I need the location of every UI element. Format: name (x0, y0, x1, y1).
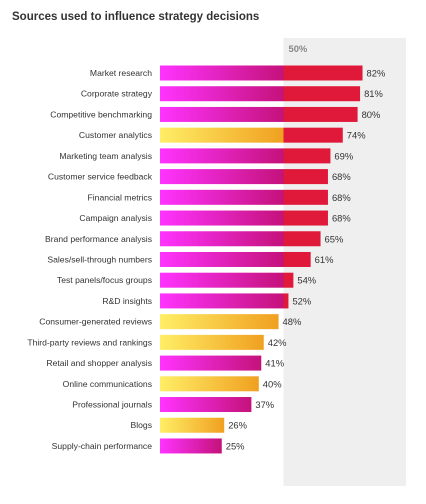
value-label: 65% (325, 233, 344, 244)
bar (160, 86, 284, 102)
bar-segment-above-reference (283, 65, 363, 81)
bars-group: Market research 82% Corporate strategy 81% C… (27, 65, 386, 454)
category-label: Customer service feedback (48, 172, 153, 182)
bar (160, 169, 284, 185)
category-label: Third-party reviews and rankings (27, 337, 152, 347)
value-label: 25% (226, 440, 245, 451)
bar-segment-above-reference (283, 127, 343, 143)
category-label: Brand performance analysis (45, 234, 152, 244)
category-label: Supply-chain performance (52, 441, 153, 451)
category-label: Competitive benchmarking (50, 109, 152, 119)
category-label: Test panels/focus groups (57, 275, 152, 285)
category-label: Financial metrics (88, 192, 152, 202)
bar (160, 189, 284, 205)
value-label: 80% (362, 109, 381, 120)
value-label: 82% (367, 68, 386, 79)
value-label: 81% (364, 88, 383, 99)
value-label: 37% (255, 399, 274, 410)
bar (160, 272, 284, 288)
reference-label: 50% (289, 43, 308, 54)
category-label: Corporate strategy (81, 89, 153, 99)
bar (160, 106, 284, 122)
category-label: Marketing team analysis (59, 151, 152, 161)
bar-segment-above-reference (283, 169, 328, 185)
bar (160, 127, 284, 143)
bar (160, 314, 279, 330)
bar (160, 376, 259, 392)
value-label: 74% (347, 130, 366, 141)
bar (160, 293, 284, 309)
chart-title: Sources used to influence strategy decis… (12, 11, 259, 23)
category-label: Sales/sell-through numbers (47, 254, 152, 264)
bar (160, 438, 222, 454)
value-label: 61% (315, 254, 334, 265)
bar-segment-above-reference (283, 148, 331, 164)
category-label: Professional journals (72, 400, 152, 410)
bar-segment-above-reference (283, 293, 289, 309)
bar-segment-above-reference (283, 231, 321, 247)
category-label: Campaign analysis (79, 213, 152, 223)
value-label: 41% (265, 358, 284, 369)
bar (160, 65, 284, 81)
bar-segment-above-reference (283, 106, 358, 122)
bar-segment-above-reference (283, 189, 328, 205)
bar (160, 334, 264, 350)
value-label: 54% (297, 275, 316, 286)
bar (160, 210, 284, 226)
bar (160, 148, 284, 164)
bar (160, 397, 252, 413)
value-label: 48% (283, 316, 302, 327)
bar-segment-above-reference (283, 272, 294, 288)
bar (160, 355, 262, 371)
value-label: 68% (332, 192, 351, 203)
category-label: Consumer-generated reviews (39, 317, 152, 327)
value-label: 26% (228, 420, 247, 431)
bar (160, 231, 284, 247)
category-label: Online communications (63, 379, 152, 389)
value-label: 40% (263, 378, 282, 389)
bar-segment-above-reference (283, 251, 311, 267)
value-label: 68% (332, 213, 351, 224)
category-label: R&D insights (102, 296, 152, 306)
value-label: 52% (292, 295, 311, 306)
value-label: 42% (268, 337, 287, 348)
bar (160, 417, 225, 433)
category-label: Blogs (131, 420, 153, 430)
bar (160, 251, 284, 267)
category-label: Retail and shopper analysis (46, 358, 152, 368)
value-label: 68% (332, 171, 351, 182)
bar-segment-above-reference (283, 86, 361, 102)
category-label: Customer analytics (79, 130, 152, 140)
category-label: Market research (90, 68, 152, 78)
bar-segment-above-reference (283, 210, 328, 226)
value-label: 69% (334, 150, 353, 161)
